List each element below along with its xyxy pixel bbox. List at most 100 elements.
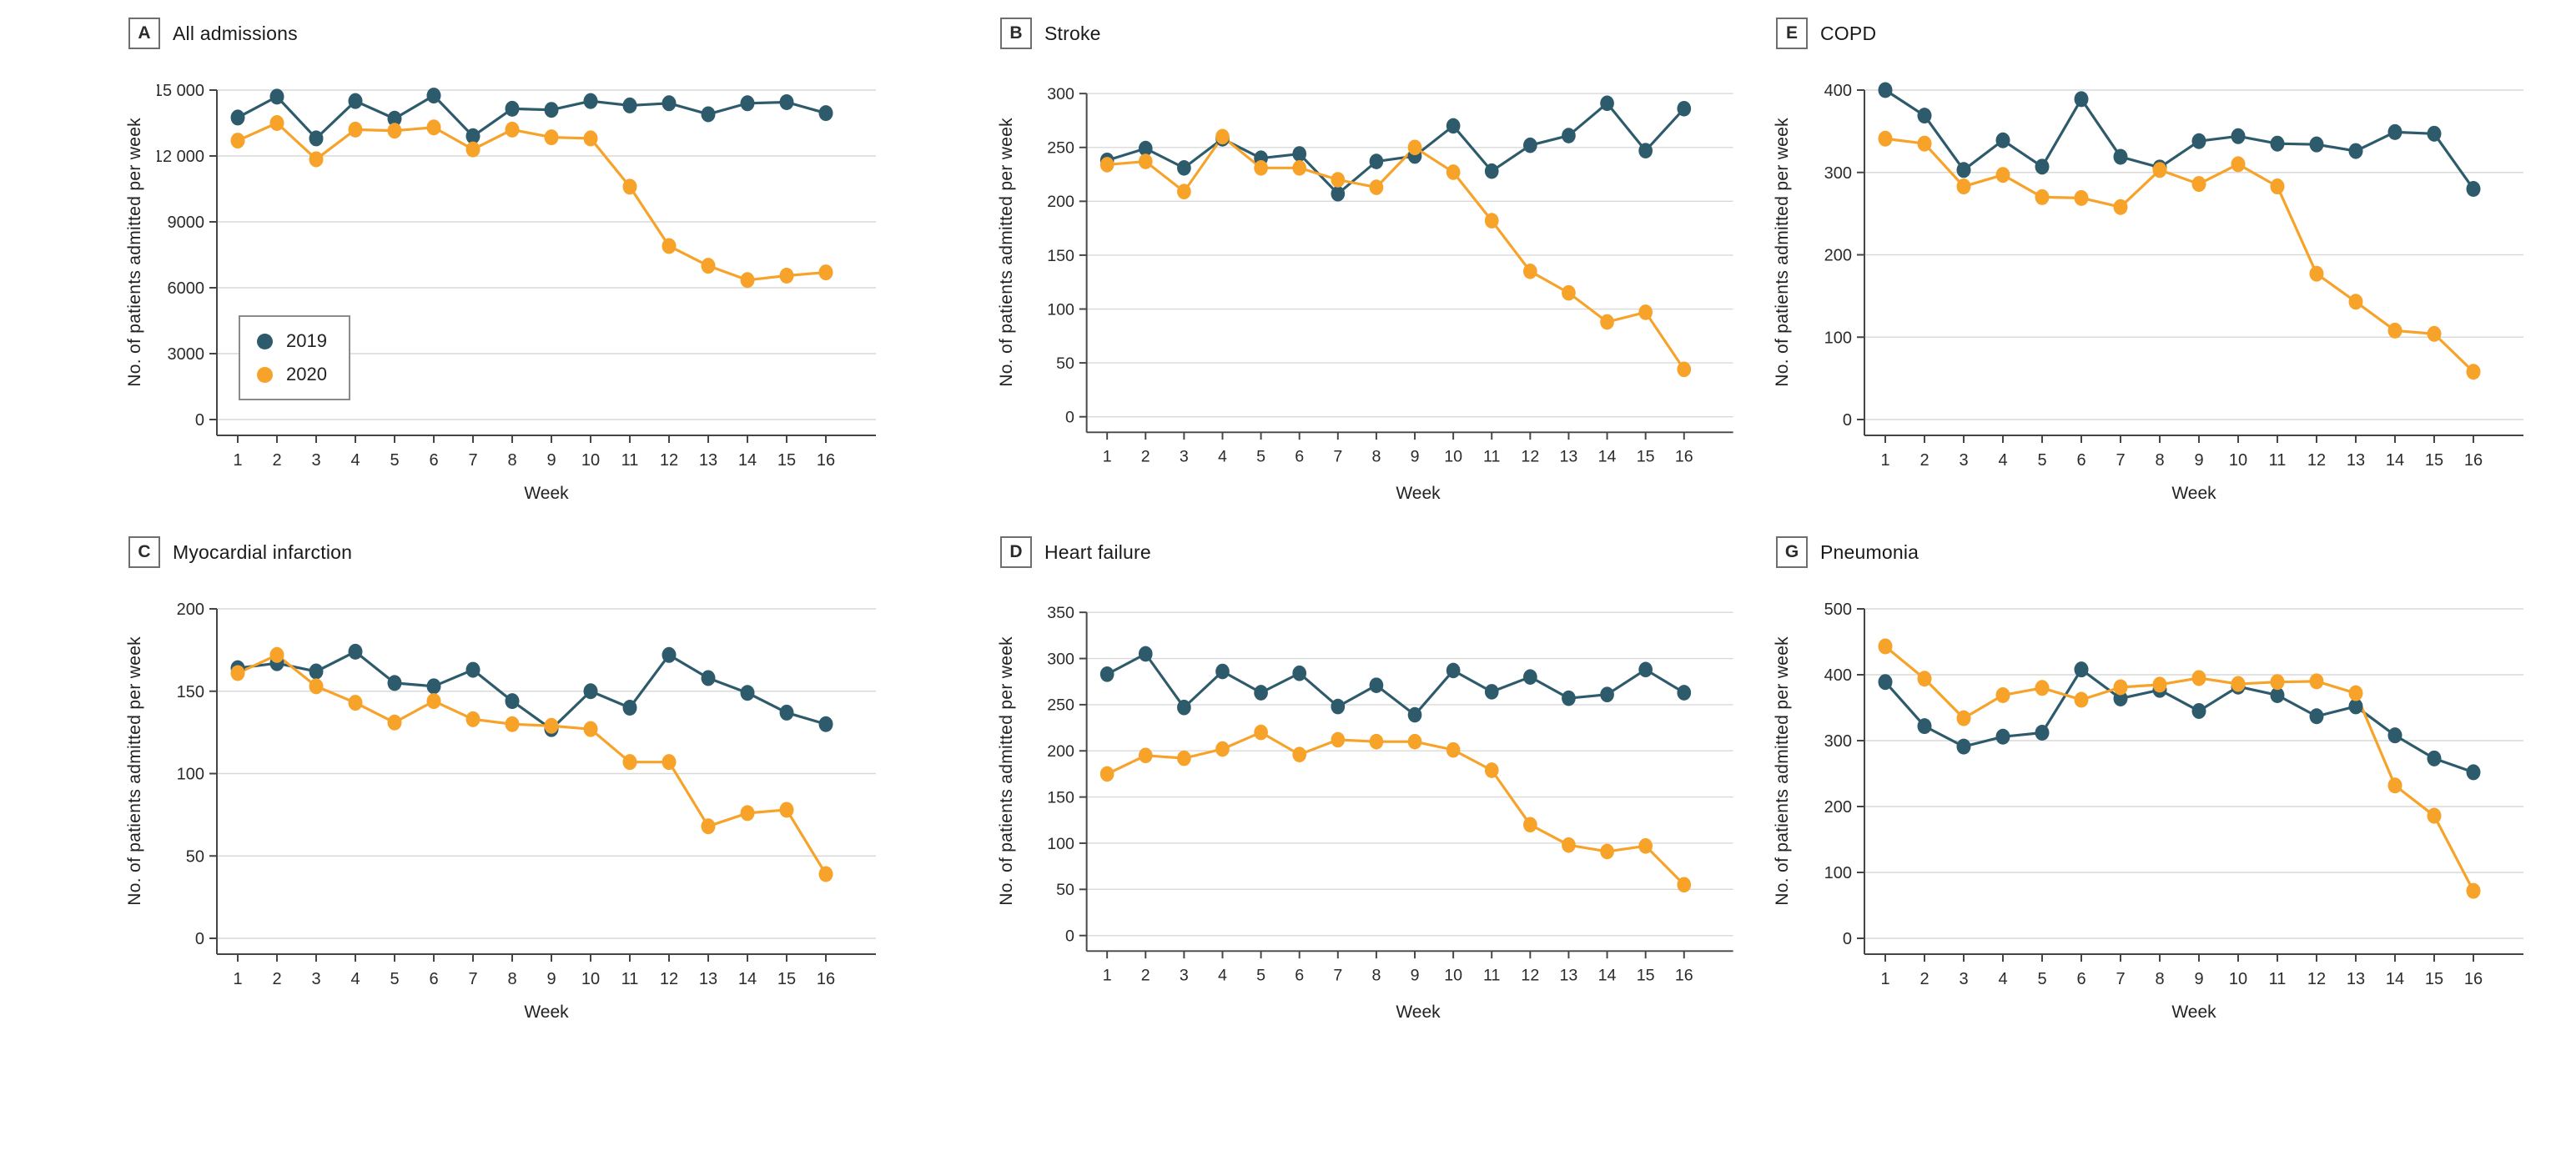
marker-2020-week12: [1523, 263, 1537, 279]
marker-2019-week11: [1485, 163, 1499, 179]
marker-2019-week6: [426, 88, 441, 104]
marker-2019-week10: [1446, 118, 1461, 134]
x-tick-label: 5: [390, 970, 399, 988]
marker-2019-week5: [2035, 725, 2050, 741]
x-axis-label: Week: [2171, 484, 2216, 503]
x-tick-label: 15: [777, 970, 796, 988]
x-tick-label: 7: [2116, 451, 2125, 470]
y-tick-label: 0: [1843, 930, 1852, 948]
marker-2019-week7: [1331, 185, 1346, 202]
x-tick-label: 1: [1103, 448, 1112, 466]
panel-letter: A: [138, 23, 151, 43]
x-tick-label: 1: [233, 970, 242, 988]
marker-2019-week2: [1917, 108, 1932, 124]
marker-2019-week6: [2074, 661, 2089, 678]
marker-2020-week7: [2113, 679, 2128, 696]
panel-letter: E: [1785, 23, 1798, 43]
marker-2019-week15: [2427, 125, 2442, 142]
x-tick-label: 9: [546, 970, 556, 988]
x-tick-label: 9: [1411, 967, 1420, 985]
marker-2019-week15: [1638, 143, 1653, 158]
marker-2019-week7: [465, 661, 480, 678]
marker-2020-week4: [1215, 741, 1230, 757]
x-tick-label: 6: [429, 451, 438, 470]
marker-2019-week11: [2270, 686, 2285, 703]
y-tick-label: 50: [1056, 354, 1074, 373]
x-tick-label: 6: [2076, 451, 2085, 470]
marker-2019-week16: [1677, 685, 1692, 701]
marker-2019-week15: [2427, 750, 2442, 766]
marker-2019-week6: [2074, 91, 2089, 108]
plot-area: No. of patients admitted per week 0 3000 6…: [125, 65, 997, 482]
x-tick-label: 8: [2155, 970, 2164, 988]
x-axis-label: Week: [524, 1003, 569, 1022]
legend-label: 2020: [286, 364, 327, 384]
panel-header: E COPD: [1776, 18, 2576, 49]
marker-2020-week16: [818, 264, 833, 281]
marker-2019-week13: [2348, 143, 2363, 159]
marker-2020-week5: [2035, 680, 2050, 696]
x-tick-label: 6: [1296, 967, 1305, 985]
y-tick-label: 100: [1047, 300, 1074, 319]
x-tick-label: 8: [1372, 967, 1381, 985]
marker-2020-week14: [740, 272, 755, 289]
x-tick-label: 10: [581, 970, 600, 988]
x-tick-label: 11: [2269, 451, 2287, 470]
marker-2020-week5: [387, 123, 402, 139]
y-tick-label: 150: [1047, 788, 1074, 807]
marker-2019-week3: [309, 130, 324, 147]
marker-2020-week8: [505, 121, 520, 138]
x-tick-label: 13: [1560, 967, 1578, 985]
marker-2019-week12: [1523, 669, 1537, 685]
marker-2020-week15: [2427, 807, 2442, 824]
y-tick-label: 200: [1824, 798, 1852, 817]
marker-2020-week6: [426, 693, 441, 710]
x-tick-label: 8: [1372, 448, 1381, 466]
x-tick-label: 14: [2386, 451, 2404, 470]
marker-2020-week2: [269, 115, 284, 131]
x-tick-label: 3: [1959, 970, 1968, 988]
x-tick-label: 13: [2347, 970, 2365, 988]
x-tick-label: 13: [699, 970, 717, 988]
marker-2019-week16: [818, 716, 833, 732]
marker-2019-week14: [740, 95, 755, 112]
marker-2020-week8: [1369, 179, 1384, 195]
marker-2019-week11: [1485, 684, 1499, 700]
x-tick-label: 12: [1522, 967, 1540, 985]
marker-2019-week3: [1956, 162, 1971, 178]
marker-2020-week15: [779, 268, 794, 284]
marker-2020-week10: [583, 721, 598, 737]
panel-title: Pneumonia: [1820, 540, 1919, 563]
x-tick-label: 10: [1445, 448, 1463, 466]
marker-2019-week5: [1254, 685, 1269, 701]
marker-2019-week9: [544, 102, 559, 118]
x-tick-label: 16: [1675, 448, 1693, 466]
marker-2020-week4: [1995, 686, 2010, 703]
x-tick-label: 3: [311, 451, 320, 470]
x-tick-label: 2: [1141, 967, 1150, 985]
x-tick-label: 3: [1959, 451, 1968, 470]
y-tick-label: 200: [177, 601, 204, 619]
marker-2020-week6: [426, 119, 441, 136]
x-tick-label: 2: [272, 451, 281, 470]
marker-2020-week9: [544, 129, 559, 146]
panel-letter-badge: C: [128, 536, 160, 568]
marker-2020-week16: [2466, 364, 2481, 380]
x-tick-label: 10: [581, 451, 600, 470]
marker-2020-week4: [348, 121, 363, 138]
marker-2020-week2: [1917, 671, 1932, 687]
marker-2019-week13: [701, 670, 716, 686]
marker-2020-week5: [2035, 188, 2050, 205]
y-tick-label: 15 000: [157, 82, 204, 100]
marker-2019-week3: [309, 663, 324, 680]
x-tick-label: 7: [2116, 970, 2125, 988]
x-tick-label: 10: [2229, 451, 2247, 470]
marker-2020-week2: [1139, 747, 1153, 764]
marker-2019-week6: [426, 678, 441, 695]
marker-2020-week8: [2152, 676, 2167, 693]
x-tick-label: 2: [1919, 451, 1929, 470]
x-tick-label: 16: [2464, 451, 2483, 470]
x-tick-label: 12: [1522, 448, 1540, 466]
y-tick-label: 0: [195, 930, 204, 948]
